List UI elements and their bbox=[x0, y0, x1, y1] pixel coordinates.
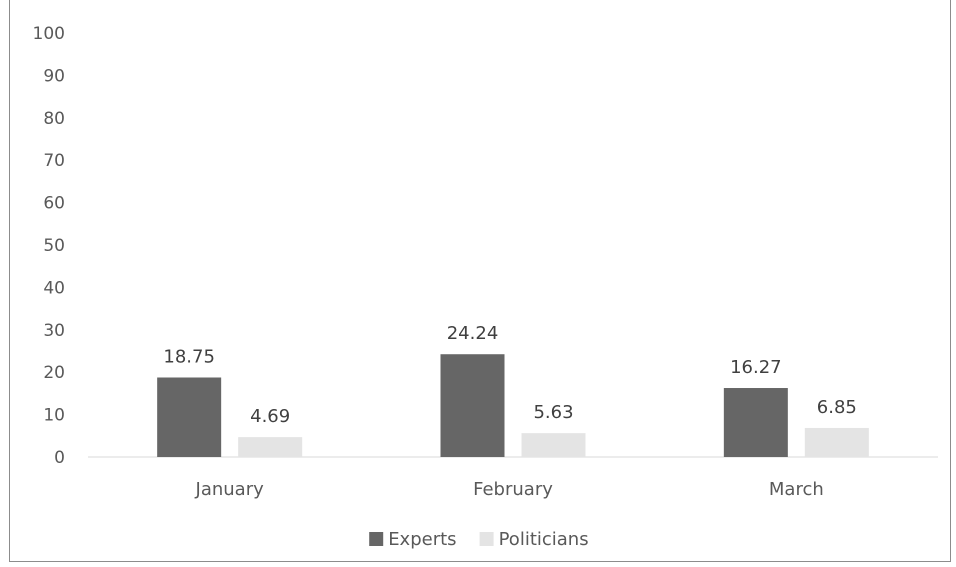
data-label: 6.85 bbox=[817, 397, 857, 418]
chart-frame bbox=[9, 0, 951, 562]
y-tick-label: 40 bbox=[43, 278, 65, 298]
bar-politicians-january bbox=[238, 437, 303, 457]
legend-swatch-politicians bbox=[479, 532, 494, 546]
x-tick-label: February bbox=[473, 479, 553, 500]
bar-politicians-february bbox=[521, 433, 586, 457]
legend-label-experts: Experts bbox=[388, 529, 456, 550]
bar-politicians-march bbox=[804, 427, 869, 457]
bar-experts-february bbox=[440, 354, 505, 457]
data-label: 16.27 bbox=[730, 357, 782, 378]
y-tick-label: 30 bbox=[43, 321, 65, 341]
bar-experts-march bbox=[723, 388, 788, 457]
data-label: 5.63 bbox=[533, 402, 573, 423]
x-tick-label: March bbox=[769, 479, 824, 500]
y-tick-label: 50 bbox=[43, 236, 65, 256]
bars bbox=[157, 354, 869, 457]
data-labels: 18.75 4.69 24.24 5.63 16.27 6.85 bbox=[163, 323, 856, 427]
x-tick-label: January bbox=[195, 479, 265, 500]
y-tick-label: 10 bbox=[43, 406, 65, 426]
y-tick-label: 90 bbox=[43, 66, 65, 86]
legend: Experts Politicians bbox=[369, 529, 589, 550]
y-axis: 0 10 20 30 40 50 60 70 80 90 100 bbox=[33, 24, 65, 468]
data-label: 4.69 bbox=[250, 406, 290, 427]
y-tick-label: 100 bbox=[33, 24, 65, 44]
y-tick-label: 70 bbox=[43, 151, 65, 171]
y-tick-label: 0 bbox=[54, 448, 65, 468]
data-label: 18.75 bbox=[163, 347, 215, 368]
legend-swatch-experts bbox=[369, 532, 384, 546]
y-tick-label: 80 bbox=[43, 109, 65, 129]
bar-experts-january bbox=[157, 377, 222, 457]
data-label: 24.24 bbox=[447, 323, 499, 344]
y-tick-label: 20 bbox=[43, 363, 65, 383]
x-axis: January February March bbox=[88, 456, 938, 500]
legend-label-politicians: Politicians bbox=[499, 529, 589, 550]
y-tick-label: 60 bbox=[43, 194, 65, 214]
